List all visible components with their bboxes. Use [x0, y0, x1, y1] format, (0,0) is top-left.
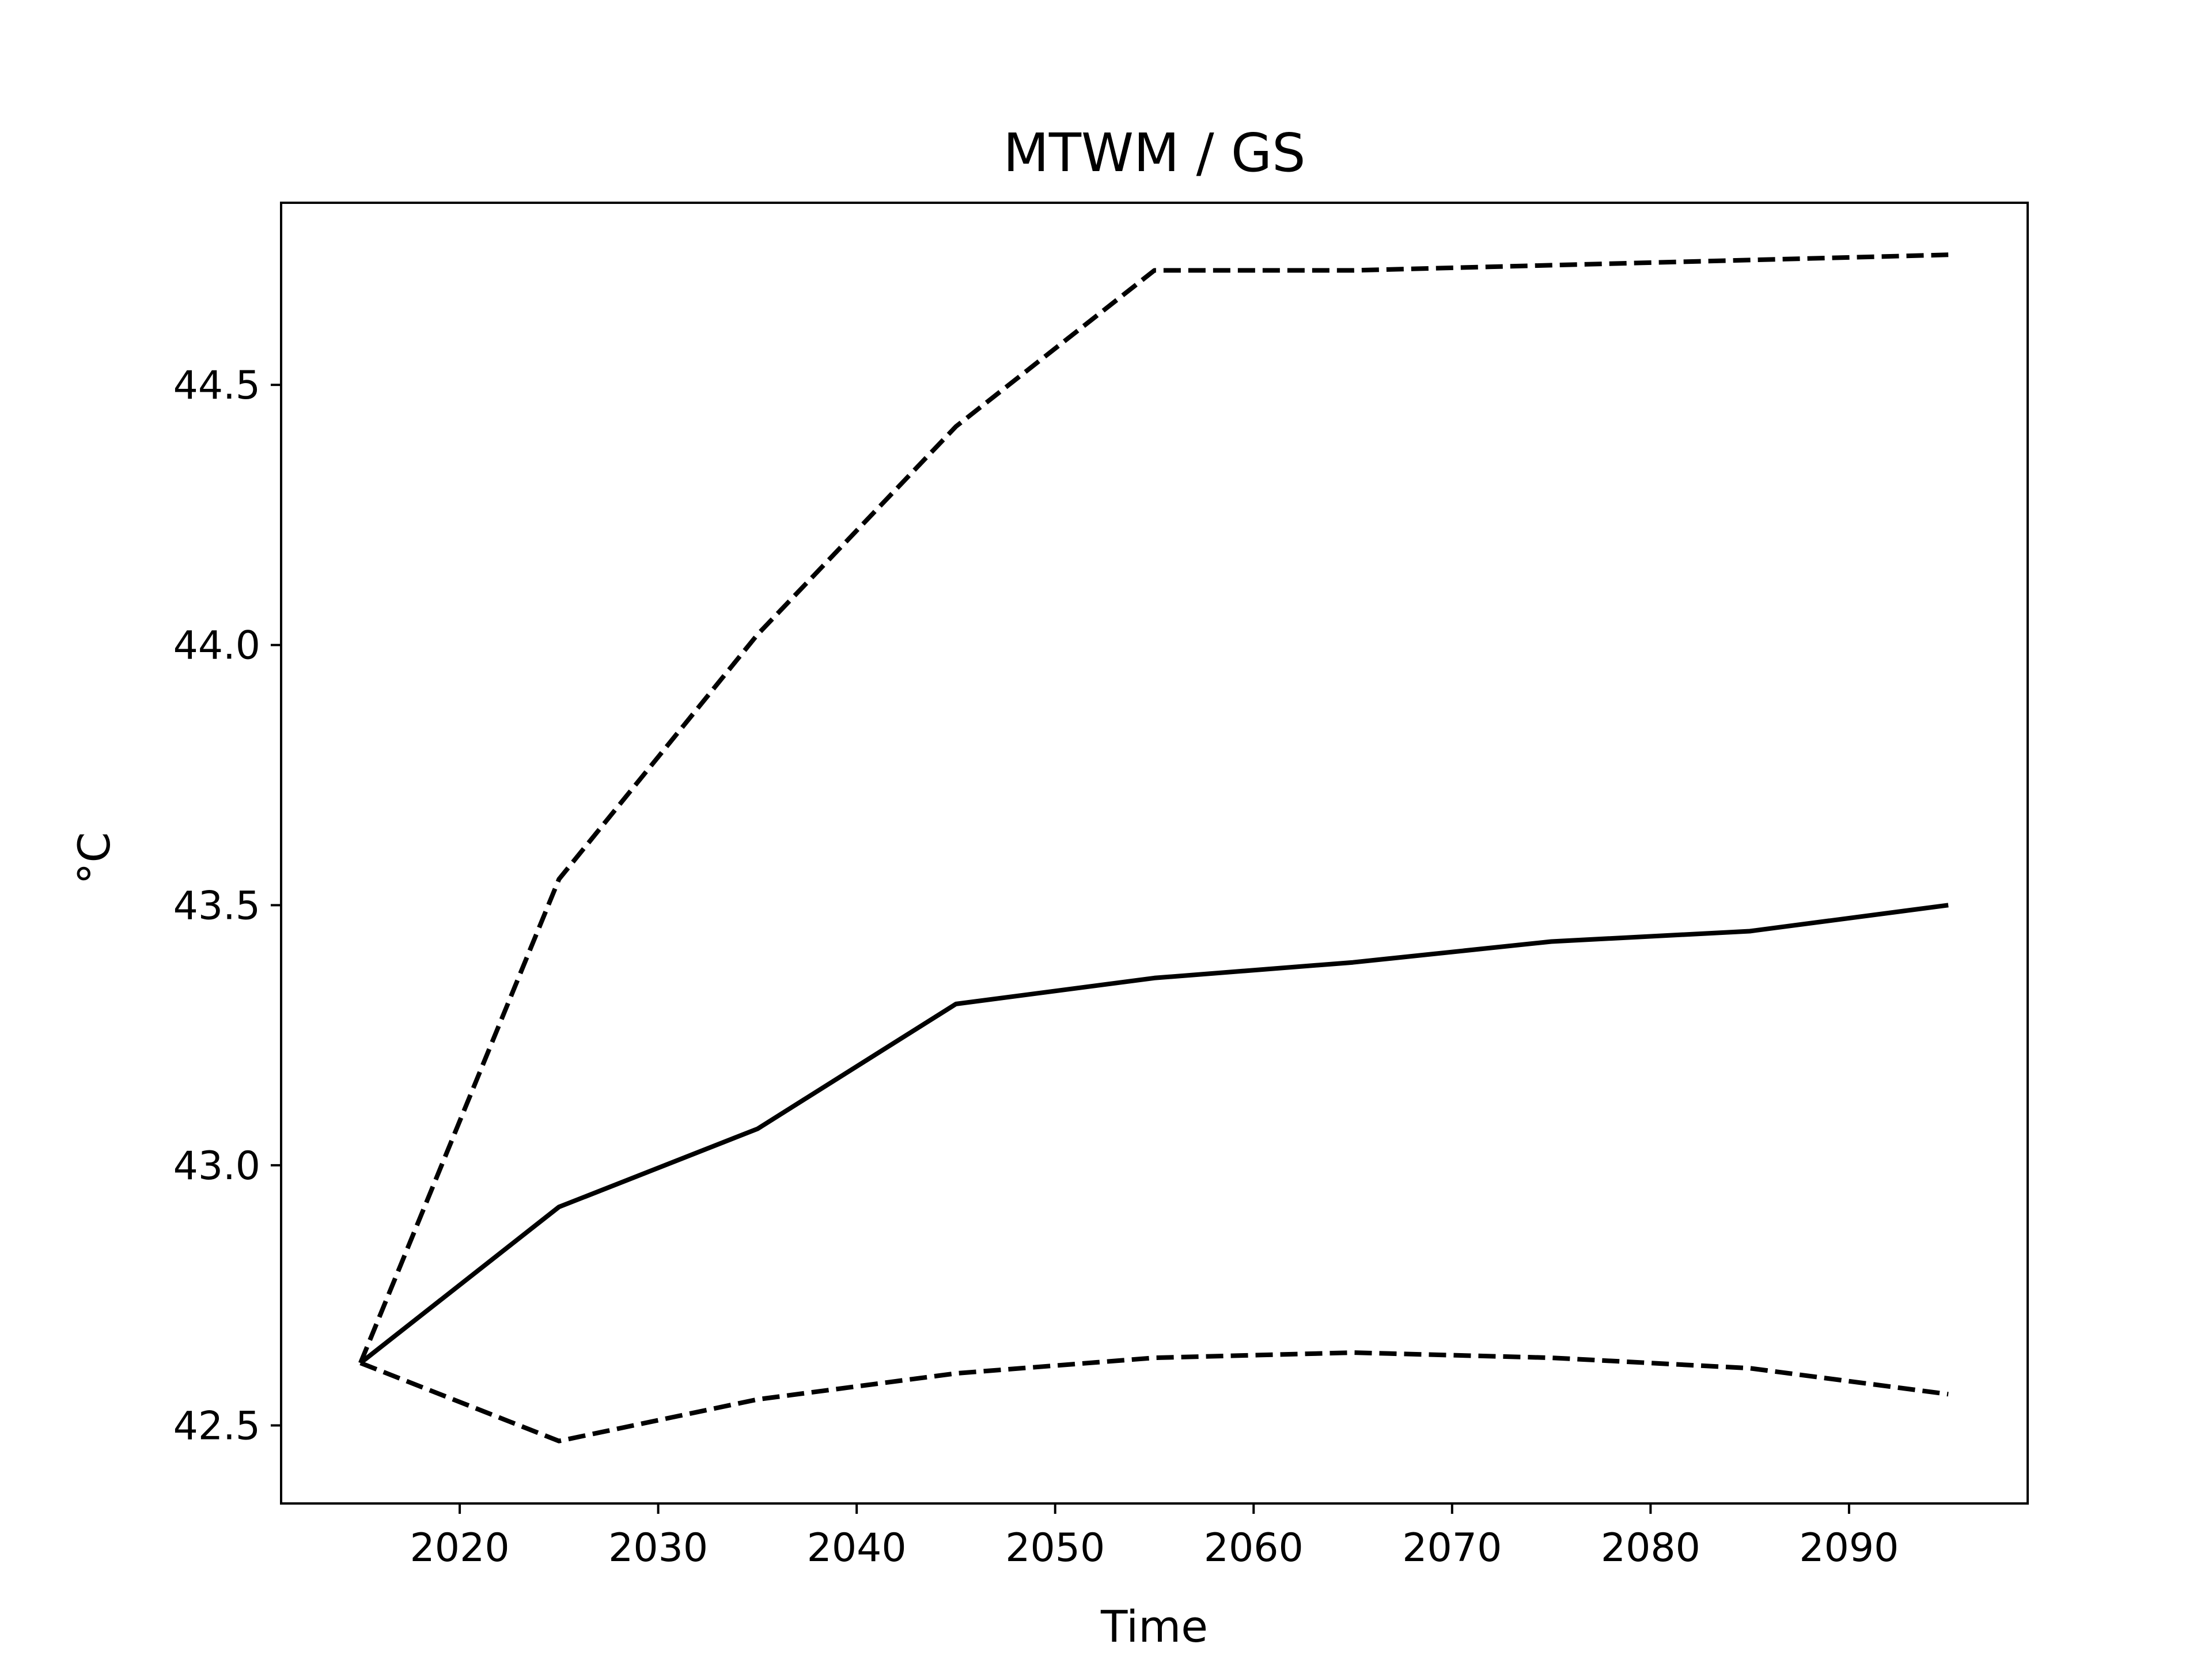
y-axis-label: °C	[69, 832, 120, 884]
y-axis-ticks: 42.5 43.0 43.5 44.0 44.5	[173, 363, 281, 1449]
series-line-1-dashed	[358, 252, 1949, 1364]
series-line-3-dashed	[359, 1350, 1949, 1444]
y-tick-label: 44.0	[173, 623, 260, 669]
x-axis-label: Time	[1100, 1601, 1208, 1652]
y-tick-label: 44.5	[173, 363, 260, 408]
y-tick-label: 42.5	[173, 1404, 260, 1449]
x-tick-label: 2080	[1601, 1525, 1700, 1571]
x-tick-label: 2040	[807, 1525, 907, 1571]
x-tick-label: 2090	[1799, 1525, 1899, 1571]
series-layer	[358, 252, 1949, 1444]
chart-title: MTWM / GS	[1003, 122, 1305, 184]
series-line-2-solid	[359, 903, 1949, 1365]
x-tick-label: 2030	[608, 1525, 708, 1571]
x-tick-label: 2020	[410, 1525, 510, 1571]
y-tick-label: 43.5	[173, 883, 260, 929]
plot-frame	[280, 202, 2029, 1505]
x-axis-ticks: 2020 2030 2040 2050 2060 2070 2080 2090	[410, 1503, 1899, 1571]
x-tick-label: 2070	[1402, 1525, 1502, 1571]
y-tick-label: 43.0	[173, 1143, 260, 1189]
x-tick-label: 2050	[1005, 1525, 1105, 1571]
x-tick-label: 2060	[1204, 1525, 1304, 1571]
